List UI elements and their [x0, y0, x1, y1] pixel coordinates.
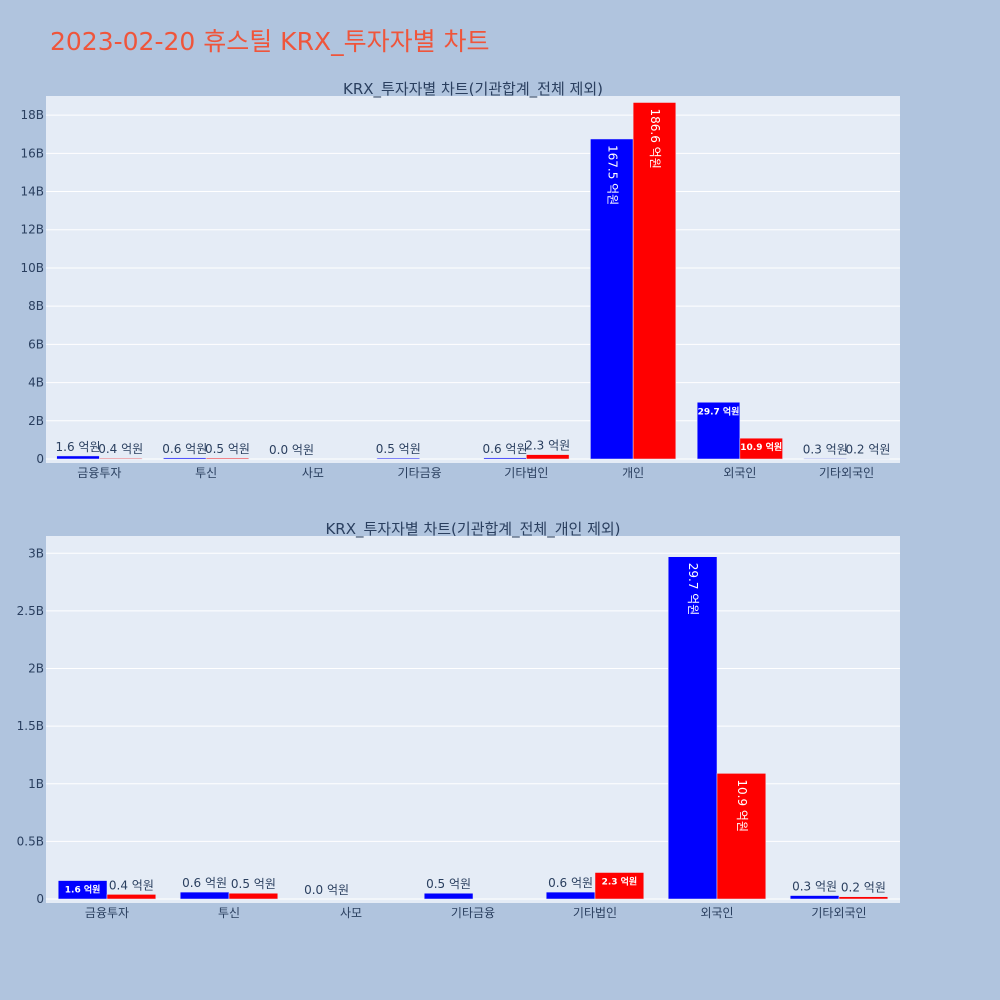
x-tick-label: 투신: [195, 466, 217, 480]
bar: [179, 891, 230, 900]
data-label: 0.2 억원: [845, 443, 890, 457]
data-label: 29.7 억원: [698, 405, 740, 417]
data-label: 0.0 억원: [304, 883, 349, 897]
bar: [376, 457, 420, 460]
y-tick-label: 18B: [20, 108, 44, 122]
chart-title: KRX_투자자별 차트(기관합계_전체_개인 제외): [325, 520, 620, 539]
x-tick-label: 기타법인: [504, 466, 548, 480]
x-tick-label: 외국인: [700, 906, 733, 920]
bar: [594, 872, 645, 900]
y-tick-label: 12B: [20, 223, 44, 237]
bar: [632, 102, 677, 460]
x-tick-label: 기타외국인: [811, 906, 866, 920]
chart-title: KRX_투자자별 차트(기관합계_전체 제외): [343, 80, 603, 99]
bar: [526, 454, 570, 460]
bar: [696, 402, 741, 460]
data-label: 0.0 억원: [269, 443, 314, 457]
bar: [803, 458, 847, 460]
bar: [56, 455, 100, 460]
data-label: 0.3 억원: [792, 880, 837, 894]
data-label: 0.5 억원: [426, 877, 471, 891]
y-tick-label: 0.5B: [17, 834, 44, 848]
bar: [545, 891, 596, 900]
bar: [667, 556, 718, 900]
data-label: 1.6 억원: [65, 884, 101, 896]
data-label: 0.4 억원: [98, 442, 143, 456]
data-label: 0.5 억원: [376, 442, 421, 456]
plot-area: [46, 536, 900, 903]
y-tick-label: 6B: [28, 337, 44, 351]
y-tick-label: 14B: [20, 185, 44, 199]
y-tick-label: 3B: [28, 546, 44, 560]
data-label: 0.5 억원: [231, 877, 276, 891]
data-label: 0.3 억원: [803, 442, 848, 456]
x-tick-label: 기타금융: [451, 906, 495, 920]
data-label: 0.4 억원: [109, 878, 154, 892]
y-tick-label: 10B: [20, 261, 44, 275]
y-tick-label: 2.5B: [17, 604, 44, 618]
x-tick-label: 사모: [340, 906, 362, 920]
bar: [57, 880, 108, 900]
page-title: 2023-02-20 휴스틸 KRX_투자자별 차트: [50, 27, 490, 56]
data-label: 0.2 억원: [841, 881, 886, 895]
y-tick-label: 1B: [28, 777, 44, 791]
y-tick-label: 16B: [20, 146, 44, 160]
data-label: 186.6 억원: [648, 108, 662, 168]
bar: [205, 457, 250, 460]
x-tick-label: 사모: [302, 466, 324, 480]
y-tick-label: 1.5B: [17, 719, 44, 733]
chart-2: 0 0.5B 1B 1.5B 2B 2.5B 3B KRX_투자자별 차트(기관합계_전체_개…: [17, 520, 900, 920]
y-tick-label: 0: [36, 892, 44, 906]
data-label: 10.9 억원: [740, 441, 782, 453]
data-label: 10.9 억원: [735, 779, 749, 832]
data-label: 0.6 억원: [548, 876, 593, 890]
bar: [789, 895, 840, 900]
y-tick-label: 2B: [28, 662, 44, 676]
x-tick-label: 외국인: [723, 466, 756, 480]
x-tick-label: 개인: [622, 466, 644, 480]
bar: [106, 894, 157, 900]
bar: [838, 896, 889, 900]
bar: [99, 457, 143, 460]
bar: [716, 773, 767, 900]
bar: [163, 457, 207, 460]
x-tick-label: 금융투자: [85, 906, 129, 920]
x-tick-label: 기타금융: [398, 466, 442, 480]
bar: [423, 892, 474, 900]
x-tick-label: 금융투자: [77, 466, 121, 480]
chart-1: 0 2B 4B 6B 8B 10B 12B 14B 16B 18B KRX_투자자별 차트(기관합계…: [20, 80, 900, 480]
y-tick-label: 4B: [28, 376, 44, 390]
data-label: 1.6 억원: [56, 440, 101, 454]
x-tick-label: 기타외국인: [819, 466, 874, 480]
y-tick-label: 8B: [28, 299, 44, 313]
plot-area: [46, 96, 900, 463]
data-label: 2.3 억원: [602, 875, 638, 887]
bar: [228, 892, 279, 900]
data-label: 167.5 억원: [605, 145, 619, 205]
data-label: 2.3 억원: [525, 439, 570, 453]
data-label: 29.7 억원: [686, 563, 700, 616]
bar: [739, 437, 783, 460]
x-tick-label: 투신: [218, 906, 240, 920]
bar: [590, 138, 634, 460]
y-tick-label: 2B: [28, 414, 44, 428]
y-tick-label: 0: [36, 452, 44, 466]
data-label: 0.6 억원: [182, 876, 227, 890]
data-label: 0.6 억원: [162, 442, 207, 456]
x-tick-label: 기타법인: [573, 906, 617, 920]
bar: [483, 457, 527, 460]
data-label: 0.5 억원: [205, 442, 250, 456]
data-label: 0.6 억원: [483, 442, 528, 456]
